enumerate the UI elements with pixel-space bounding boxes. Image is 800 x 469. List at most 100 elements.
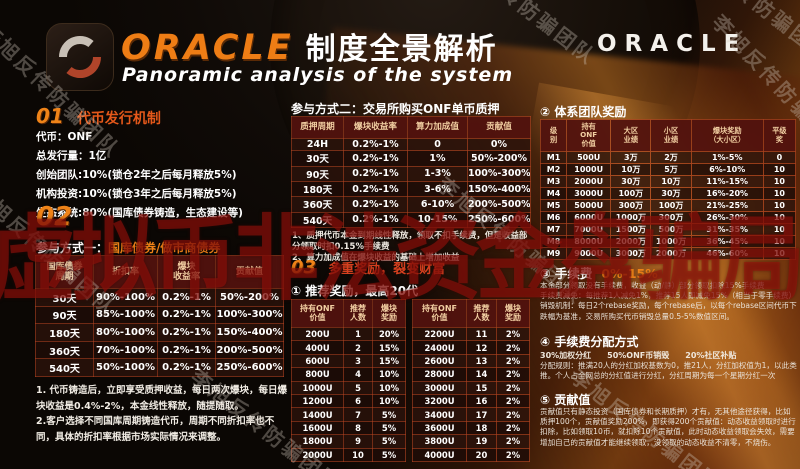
treasury-bond-table: 国库债券 周期 折扣率 爆块 收益率 贡献值 30天 90%-100% 0.2%-1% 50… xyxy=(35,255,284,377)
table-cell: 3 xyxy=(343,353,373,369)
referral-reward-title: ① 推荐奖励，最高20代 xyxy=(291,284,419,298)
column-header: 持有 ONF 价值 xyxy=(566,119,612,152)
table-cell: 0.2%-1% xyxy=(157,288,216,307)
table-cell: 0.2%-1% xyxy=(343,137,408,152)
table-cell: 6000U xyxy=(566,211,612,224)
title-chinese: 制度全景解析 xyxy=(305,32,498,67)
table-header-row: 国库债券 周期 折扣率 爆块 收益率 贡献值 xyxy=(35,255,284,289)
section-02-number: 02 xyxy=(36,202,73,232)
column-header: 平级 奖 xyxy=(762,119,797,152)
table-cell: 14 xyxy=(466,367,497,382)
table-cell: 0.2%-1% xyxy=(343,180,408,198)
referral-table-left: 持有ONF 价值 推荐 人数 爆块 奖励 200U 1 20% 400U 2 15% 600U 3… xyxy=(291,299,406,463)
table-cell: 200%-500% xyxy=(215,340,284,360)
table-row: 800U 4 10% xyxy=(291,367,406,382)
section-03-number: 03 xyxy=(291,257,317,278)
fee-allocation-split: 30%加权分红 50%ONF币销毁 20%社区补贴 xyxy=(540,351,737,360)
table-cell: 1-3% xyxy=(407,165,468,182)
table-cell: 5% xyxy=(372,434,406,449)
table-cell: 2% xyxy=(496,447,530,463)
table-cell: 250%-600% xyxy=(467,211,531,229)
table-cell: 500U xyxy=(566,151,612,164)
table-cell: 3200U xyxy=(412,393,467,409)
table-cell: 16 xyxy=(466,393,497,409)
table-row: 3800U 19 2% xyxy=(412,434,530,449)
column-header: 推荐 人数 xyxy=(466,299,497,328)
table-cell: M4 xyxy=(539,187,568,200)
table-cell: 5% xyxy=(372,420,406,436)
table-cell: 500万 xyxy=(650,223,692,236)
column-header: 质押周期 xyxy=(291,116,344,139)
table-cell: 24H xyxy=(291,137,344,152)
column-header: 大区 业绩 xyxy=(610,119,652,152)
table-cell: 90天 xyxy=(291,165,344,182)
column-header: 算力加成值 xyxy=(407,116,468,139)
table-cell: 540天 xyxy=(291,211,344,229)
table-cell: 540天 xyxy=(35,358,94,377)
table-cell: 17 xyxy=(466,407,497,422)
table-header-row: 级 别持有 ONF 价值 大区 业绩 小区 业绩 爆块奖励 （大小区） 平级 奖 xyxy=(539,119,797,152)
table-row: 1400U 7 5% xyxy=(291,407,406,422)
table-cell: 2600U xyxy=(412,353,467,369)
table-cell: 10 xyxy=(762,187,797,200)
section-03-title: 多重奖励，裂变财富 xyxy=(328,262,446,277)
table-cell: 50%-200% xyxy=(215,288,284,307)
table-cell: 3000万 xyxy=(610,247,652,260)
table-cell: 6%-10% xyxy=(690,163,764,176)
method-1-title: 参与方式一：国库债券/做市商债券 xyxy=(36,239,220,256)
column-header: 爆块奖励 （大小区） xyxy=(690,119,764,152)
table-cell: 13 xyxy=(466,353,497,369)
table-row: M7 7000U 1500万 500万 31%-35% 10 xyxy=(539,223,797,236)
table-cell: 0.2%-1% xyxy=(343,211,408,229)
scam-stamp-overlay: 虚拟币非法资金盘骗局 xyxy=(0,205,800,314)
column-header: 贡献值 xyxy=(215,255,284,289)
table-cell: 70%-100% xyxy=(93,340,158,360)
staking-notes: 1、质押代币本金到期线性释放，领取不扣手续费，但是收益部分领取时扣0.15%手续… xyxy=(292,231,528,263)
table-cell: 2000U xyxy=(566,175,612,188)
table-row: 4000U 20 2% xyxy=(412,447,530,463)
column-header: 爆块 奖励 xyxy=(496,299,530,328)
table-row: 30天 0.2%-1% 1% 50%-200% xyxy=(291,150,531,167)
table-cell: 1000万 xyxy=(650,235,692,248)
table-cell: 30天 xyxy=(291,150,344,167)
table-row: 1800U 9 5% xyxy=(291,434,406,449)
table-cell: 3600U xyxy=(412,420,467,436)
table-cell: 20% xyxy=(372,326,406,342)
oracle-app-logo xyxy=(46,23,114,91)
table-row: M3 2000U 30万 10万 11%-15% 10 xyxy=(539,175,797,188)
table-cell: 600U xyxy=(291,353,344,369)
table-cell: 19 xyxy=(466,434,497,449)
table-cell: 50%-200% xyxy=(467,150,531,167)
table-cell: 36%-45% xyxy=(690,235,764,248)
fee-body: 本金部分领取没有手续费，收益（动/静）部分领取扣除15%手续费 手续费减免：每推… xyxy=(540,281,797,321)
table-cell: 12 xyxy=(466,340,497,355)
table-cell: 2400U xyxy=(412,340,467,355)
table-cell: 15 xyxy=(466,380,497,395)
page-title: ORACLE 制度全景解析 xyxy=(121,24,498,68)
table-cell: 2% xyxy=(496,393,530,409)
table-row: M6 6000U 1000万 300万 26%-30% 10 xyxy=(539,211,797,224)
table-cell: 2000万 xyxy=(610,235,652,248)
table-cell: 2000U xyxy=(291,447,344,463)
table-cell: 2% xyxy=(496,353,530,369)
table-cell: 2200U xyxy=(412,326,467,342)
table-row: 180天 80%-100% 0.2%-1% 150%-400% xyxy=(35,323,284,342)
table-row: 2200U 11 2% xyxy=(412,326,530,342)
table-cell: 1000U xyxy=(566,163,612,176)
table-cell: 150%-400% xyxy=(215,323,284,342)
table-cell: 8 xyxy=(343,420,373,436)
table-cell: 1000U xyxy=(291,380,344,395)
method-1-title-accent: 国库债券/做市商债券 xyxy=(108,241,221,255)
referral-table-right: 持有ONF 价值 推荐 人数 爆块 奖励 2200U 11 2% 2400U 12 2% 260… xyxy=(412,299,530,463)
table-cell: 2% xyxy=(496,420,530,436)
table-cell: 10 xyxy=(762,199,797,212)
table-cell: 10% xyxy=(372,367,406,382)
table-cell: 3400U xyxy=(412,407,467,422)
table-row: 400U 2 15% xyxy=(291,340,406,355)
section-03-heading: 03 多重奖励，裂变财富 xyxy=(291,257,445,278)
table-row: 3400U 17 2% xyxy=(412,407,530,422)
table-cell: 15% xyxy=(372,340,406,355)
table-row: 2000U 10 5% xyxy=(291,447,406,463)
table-cell: 0.2%-1% xyxy=(157,340,216,360)
table-cell: 10万 xyxy=(650,175,692,188)
